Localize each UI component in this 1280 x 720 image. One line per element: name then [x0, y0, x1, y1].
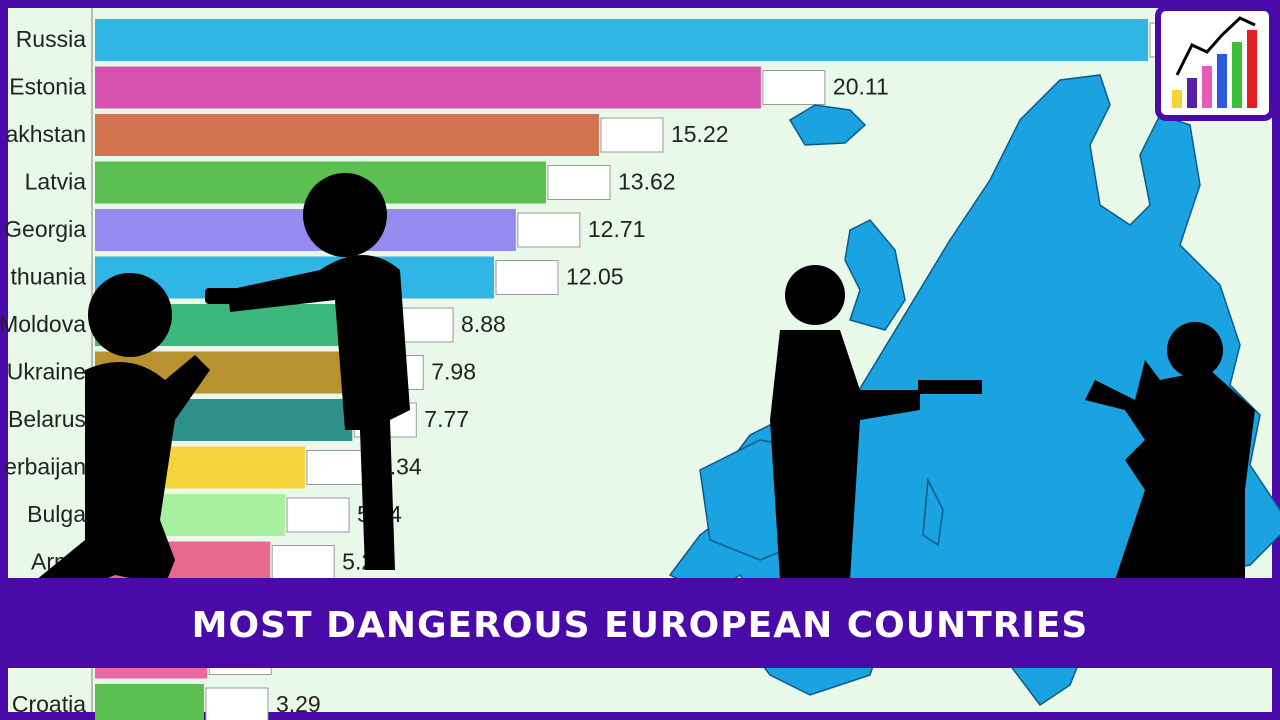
logo-bar: [1202, 66, 1212, 108]
victim-body: [1085, 360, 1255, 580]
category-label: Latvia: [25, 169, 87, 195]
logo-bar: [1217, 54, 1227, 108]
figure-body: [228, 255, 410, 570]
logo-bar: [1247, 30, 1257, 108]
category-label: Moldova: [0, 311, 86, 337]
value-label: 7.77: [424, 406, 469, 432]
category-label: erbaijan: [4, 454, 86, 480]
pistol: [918, 380, 982, 394]
title-banner: [0, 578, 1280, 668]
category-label: Russia: [16, 26, 87, 52]
value-label: 7.98: [431, 359, 476, 385]
category-label: Georgia: [4, 216, 86, 242]
figure-body: [30, 355, 210, 605]
value-label: 12.71: [588, 216, 646, 242]
category-label: Ukraine: [7, 359, 86, 385]
logo: [1155, 5, 1275, 121]
man-head: [785, 265, 845, 325]
flag: [271, 545, 335, 580]
flag: [517, 212, 581, 248]
category-label: Croatia: [12, 691, 86, 717]
value-label: 8.88: [461, 311, 506, 337]
man-body: [770, 330, 920, 580]
bar: [95, 684, 204, 720]
figure-head: [303, 173, 387, 257]
victim-head: [1167, 322, 1223, 378]
category-label: akhstan: [5, 121, 86, 147]
logo-line: [1175, 16, 1256, 76]
category-label: thuania: [11, 264, 87, 290]
bar: [95, 19, 1148, 61]
category-label: Bulga: [27, 501, 86, 527]
value-label: 13.62: [618, 169, 676, 195]
bar: [95, 114, 599, 156]
logo-frame: [1155, 5, 1275, 121]
italy: [922, 477, 944, 547]
flag: [205, 687, 269, 720]
logo-bar: [1172, 90, 1182, 108]
value-label: 3.29: [276, 691, 321, 717]
flag: [547, 165, 611, 200]
value-label: 20.11: [833, 74, 889, 100]
iceland: [788, 104, 867, 146]
flag: [762, 70, 826, 105]
logo-bar: [1232, 42, 1242, 108]
bar: [95, 66, 761, 109]
flag: [495, 260, 559, 295]
value-label: 15.22: [671, 121, 729, 147]
value-label: 12.05: [566, 264, 624, 290]
category-label: Estonia: [9, 74, 86, 100]
britain: [844, 219, 906, 331]
flag: [600, 117, 664, 153]
category-label: Belarus: [8, 406, 86, 432]
flag: [306, 450, 370, 485]
logo-bar: [1187, 78, 1197, 108]
flag: [286, 497, 350, 533]
silhouettes: [30, 173, 1255, 605]
gun: [205, 288, 260, 304]
chart-title: MOST DANGEROUS EUROPEAN COUNTRIES: [192, 605, 1089, 646]
figure-head: [88, 273, 172, 357]
